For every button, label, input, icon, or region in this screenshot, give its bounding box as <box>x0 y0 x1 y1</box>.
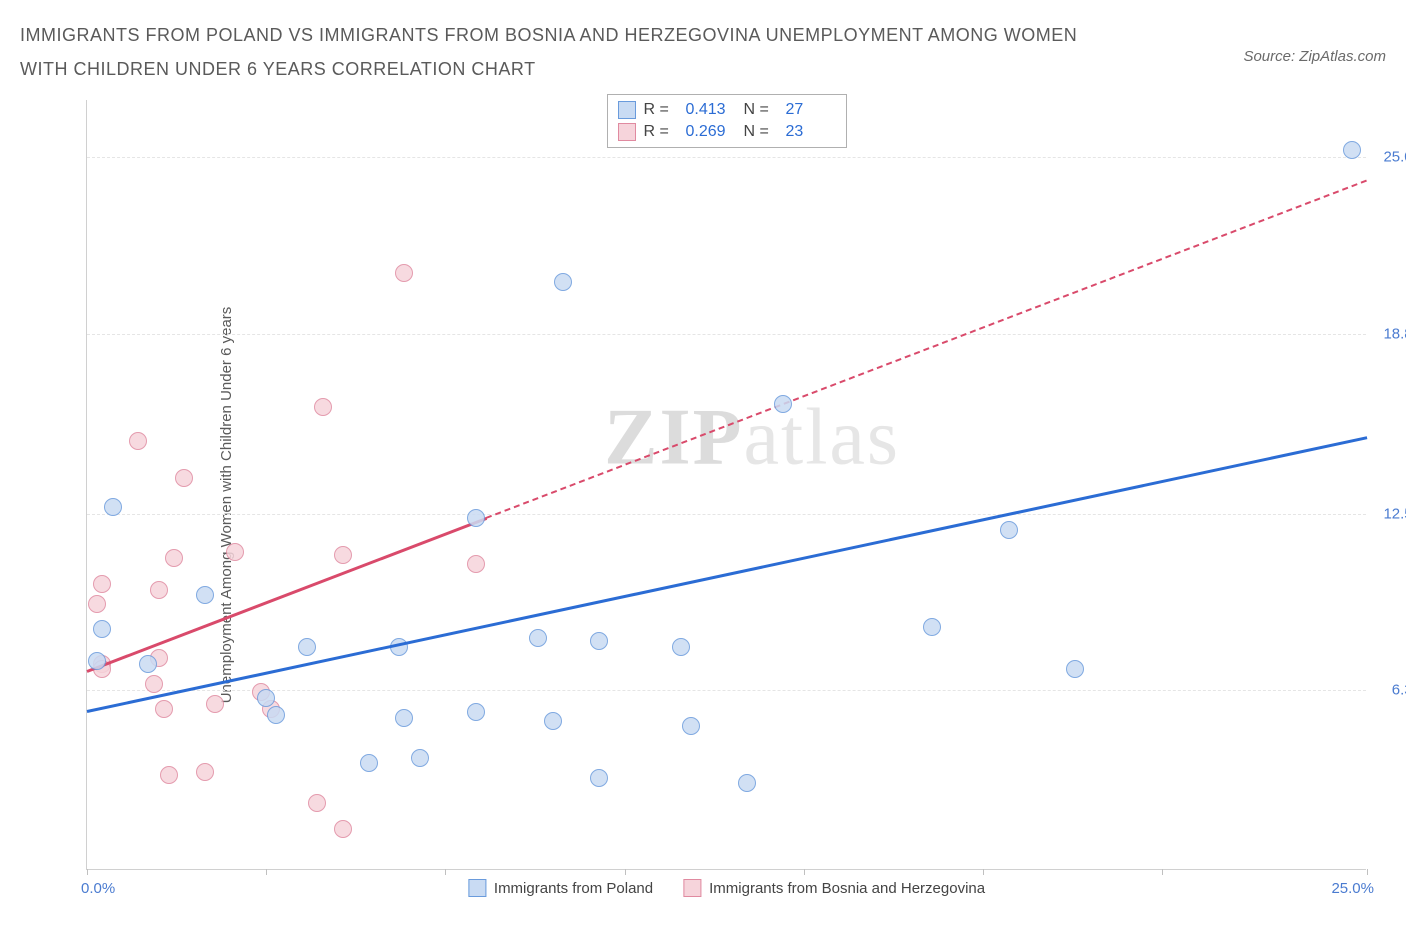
x-tick <box>1162 869 1163 875</box>
x-tick <box>266 869 267 875</box>
data-point-bosnia <box>196 763 214 781</box>
x-tick <box>804 869 805 875</box>
data-point-poland <box>196 586 214 604</box>
data-point-bosnia <box>314 398 332 416</box>
legend-item-poland: Immigrants from Poland <box>468 879 653 897</box>
data-point-poland <box>590 632 608 650</box>
data-point-bosnia <box>155 700 173 718</box>
data-point-bosnia <box>145 675 163 693</box>
data-point-poland <box>467 703 485 721</box>
data-point-poland <box>139 655 157 673</box>
data-point-poland <box>88 652 106 670</box>
series-legend: Immigrants from Poland Immigrants from B… <box>468 879 985 897</box>
data-point-bosnia <box>93 575 111 593</box>
data-point-poland <box>93 620 111 638</box>
y-tick-label: 18.8% <box>1383 325 1406 342</box>
data-point-bosnia <box>88 595 106 613</box>
trendline-bosnia <box>86 517 486 673</box>
gridline <box>87 157 1366 158</box>
swatch-bosnia <box>683 879 701 897</box>
y-tick-label: 6.3% <box>1392 682 1406 699</box>
data-point-bosnia <box>334 820 352 838</box>
data-point-poland <box>395 709 413 727</box>
data-point-poland <box>298 638 316 656</box>
data-point-poland <box>1066 660 1084 678</box>
watermark: ZIPatlas <box>604 393 900 484</box>
legend-row-poland: R = 0.413 N = 27 <box>618 99 836 121</box>
trendline-bosnia-extrapolated <box>486 180 1367 519</box>
y-tick-label: 25.0% <box>1383 149 1406 166</box>
data-point-poland <box>104 498 122 516</box>
x-tick <box>445 869 446 875</box>
data-point-bosnia <box>165 549 183 567</box>
data-point-poland <box>257 689 275 707</box>
chart-container: Unemployment Among Women with Children U… <box>38 100 1388 910</box>
chart-title: IMMIGRANTS FROM POLAND VS IMMIGRANTS FRO… <box>20 18 1120 86</box>
y-tick-label: 12.5% <box>1383 505 1406 522</box>
data-point-poland <box>529 629 547 647</box>
data-point-poland <box>682 717 700 735</box>
data-point-poland <box>738 774 756 792</box>
data-point-poland <box>923 618 941 636</box>
data-point-poland <box>774 395 792 413</box>
plot-area: ZIPatlas R = 0.413 N = 27 R = 0.269 N = … <box>86 100 1366 870</box>
source-attribution: Source: ZipAtlas.com <box>1243 18 1386 65</box>
x-tick <box>983 869 984 875</box>
x-axis-min-label: 0.0% <box>81 880 115 897</box>
trendline-poland <box>87 437 1368 714</box>
x-tick <box>625 869 626 875</box>
data-point-poland <box>590 769 608 787</box>
data-point-poland <box>411 749 429 767</box>
x-tick <box>1367 869 1368 875</box>
data-point-bosnia <box>226 543 244 561</box>
gridline <box>87 514 1366 515</box>
data-point-poland <box>1343 141 1361 159</box>
correlation-legend: R = 0.413 N = 27 R = 0.269 N = 23 <box>607 94 847 148</box>
data-point-poland <box>360 754 378 772</box>
data-point-poland <box>467 509 485 527</box>
data-point-bosnia <box>175 469 193 487</box>
gridline <box>87 334 1366 335</box>
data-point-bosnia <box>129 432 147 450</box>
data-point-bosnia <box>160 766 178 784</box>
data-point-bosnia <box>334 546 352 564</box>
data-point-poland <box>672 638 690 656</box>
swatch-poland <box>468 879 486 897</box>
data-point-bosnia <box>395 264 413 282</box>
data-point-poland <box>1000 521 1018 539</box>
data-point-poland <box>544 712 562 730</box>
data-point-bosnia <box>206 695 224 713</box>
data-point-bosnia <box>467 555 485 573</box>
data-point-poland <box>554 273 572 291</box>
data-point-bosnia <box>150 581 168 599</box>
legend-item-bosnia: Immigrants from Bosnia and Herzegovina <box>683 879 985 897</box>
x-axis-max-label: 25.0% <box>1331 880 1374 897</box>
data-point-bosnia <box>308 794 326 812</box>
swatch-bosnia <box>618 123 636 141</box>
swatch-poland <box>618 101 636 119</box>
legend-row-bosnia: R = 0.269 N = 23 <box>618 121 836 143</box>
data-point-poland <box>267 706 285 724</box>
x-tick <box>87 869 88 875</box>
gridline <box>87 690 1366 691</box>
